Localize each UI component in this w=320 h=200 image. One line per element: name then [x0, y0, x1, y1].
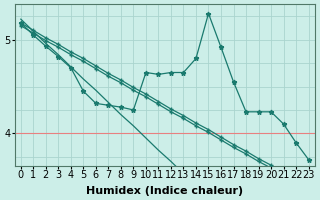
X-axis label: Humidex (Indice chaleur): Humidex (Indice chaleur)	[86, 186, 243, 196]
